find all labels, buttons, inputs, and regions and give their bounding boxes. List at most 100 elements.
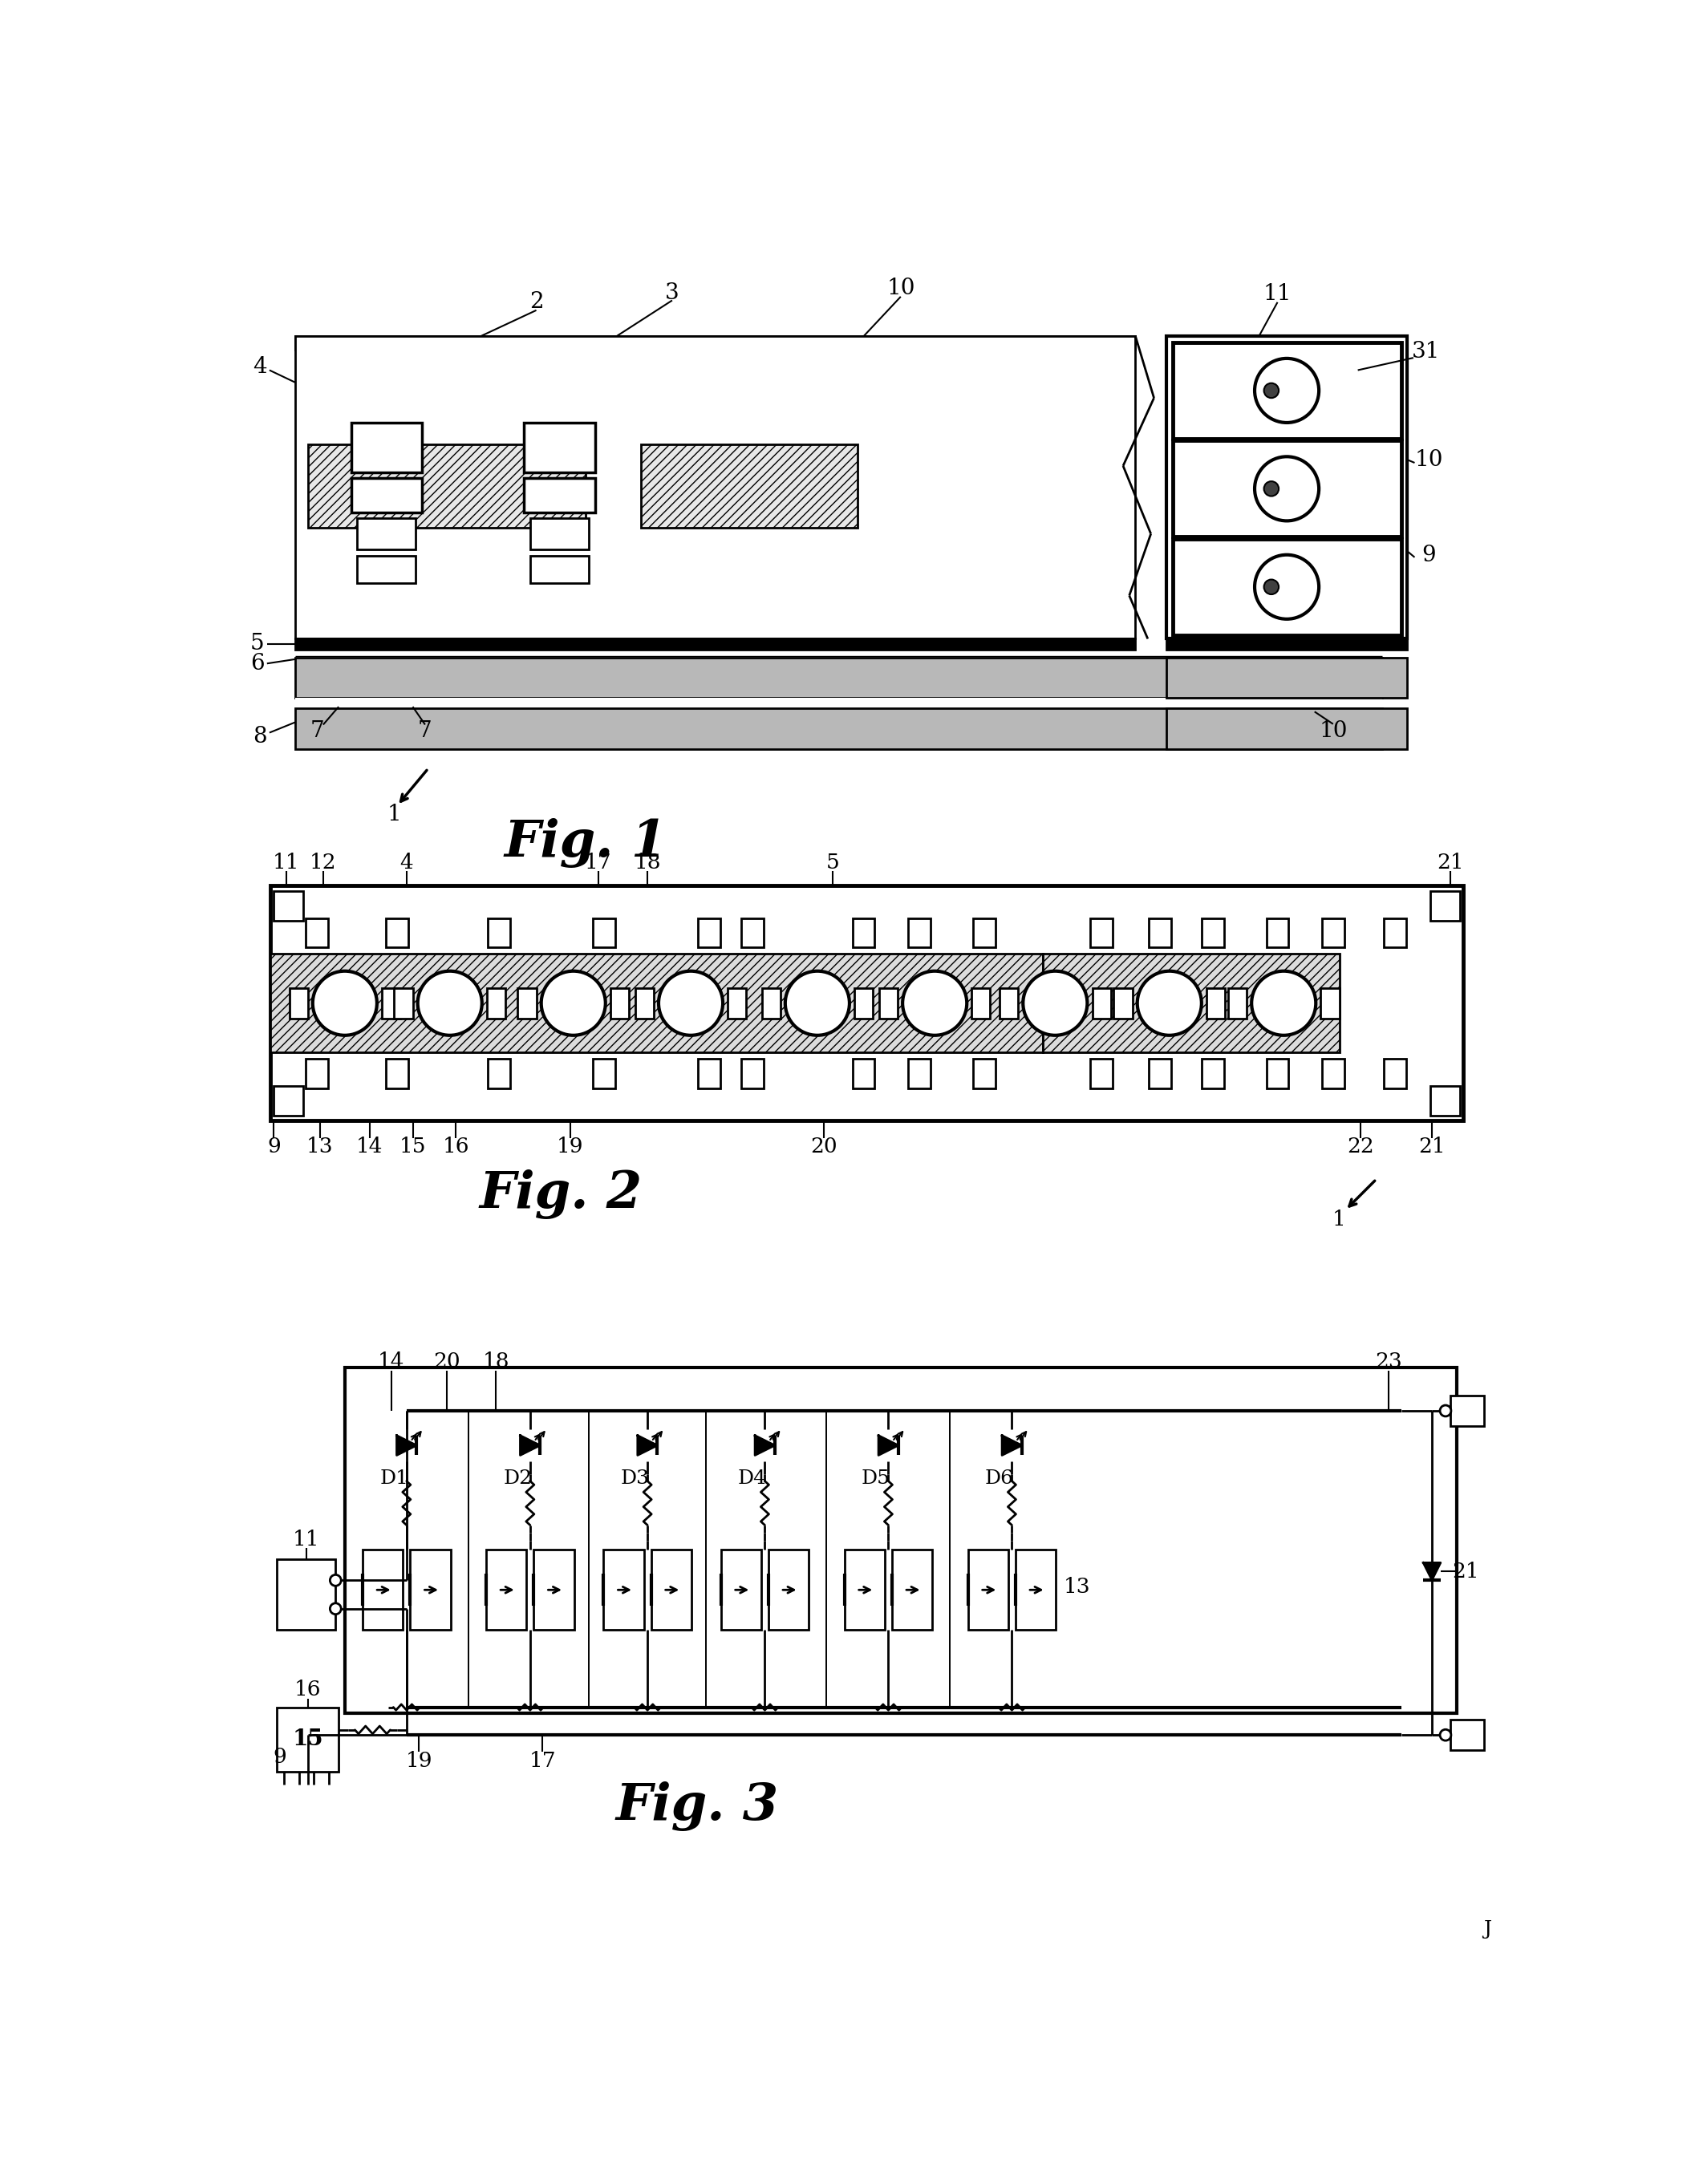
Bar (351, 478, 422, 513)
Text: 8: 8 (253, 725, 267, 747)
Text: 2: 2 (530, 290, 543, 312)
Bar (1451, 1396, 1485, 1426)
Bar (1149, 1059, 1171, 1088)
Bar (1172, 441, 1400, 537)
Bar (1091, 987, 1110, 1018)
Bar (295, 336, 1135, 349)
Text: 9: 9 (1422, 544, 1436, 566)
Bar (488, 917, 511, 948)
Circle shape (1255, 456, 1319, 520)
Bar (1166, 638, 1407, 651)
Text: 16: 16 (442, 1136, 469, 1158)
Text: 4: 4 (400, 852, 413, 871)
Text: D2: D2 (503, 1470, 531, 1487)
Bar (270, 954, 1043, 1053)
Text: 20: 20 (810, 1136, 837, 1158)
Text: D5: D5 (862, 1470, 891, 1487)
Bar (1206, 987, 1225, 1018)
Text: D4: D4 (737, 1470, 768, 1487)
Bar (386, 1059, 408, 1088)
Bar (634, 987, 653, 1018)
Bar (892, 1551, 933, 1629)
Bar (1172, 539, 1400, 636)
Polygon shape (638, 1435, 658, 1455)
Bar (530, 555, 589, 583)
Polygon shape (756, 1435, 774, 1455)
Bar (295, 657, 1383, 697)
Circle shape (784, 972, 850, 1035)
Bar (344, 1367, 1456, 1714)
Text: 16: 16 (294, 1679, 321, 1699)
Bar (1267, 1059, 1289, 1088)
Bar (351, 424, 422, 472)
Text: 11: 11 (1264, 284, 1292, 306)
Bar (525, 478, 596, 513)
Text: 6: 6 (250, 653, 265, 675)
Circle shape (312, 972, 376, 1035)
Bar (1383, 917, 1405, 948)
Bar (533, 1551, 574, 1629)
Text: 9: 9 (273, 1747, 287, 1767)
Bar (1000, 987, 1017, 1018)
Text: 12: 12 (310, 852, 337, 871)
Text: 1: 1 (1333, 1210, 1346, 1230)
Bar (288, 987, 307, 1018)
Text: 10: 10 (886, 277, 914, 299)
Polygon shape (396, 1435, 417, 1455)
Text: 19: 19 (405, 1752, 432, 1771)
Text: 14: 14 (356, 1136, 383, 1158)
Bar (358, 555, 415, 583)
Text: 14: 14 (378, 1352, 405, 1372)
Bar (295, 708, 1383, 749)
Bar (1172, 343, 1400, 439)
Text: D3: D3 (621, 1470, 649, 1487)
Bar (277, 1559, 336, 1629)
Bar (273, 891, 304, 919)
Bar (651, 1551, 692, 1629)
Text: Fig. 3: Fig. 3 (616, 1782, 778, 1830)
Bar (1323, 1059, 1345, 1088)
Polygon shape (879, 1435, 897, 1455)
Bar (488, 1059, 511, 1088)
Text: 13: 13 (307, 1136, 334, 1158)
Bar (410, 1551, 450, 1629)
Bar (1090, 1059, 1113, 1088)
Bar (1201, 1059, 1223, 1088)
Text: J: J (1483, 1920, 1491, 1939)
Circle shape (331, 1603, 341, 1614)
Polygon shape (520, 1435, 540, 1455)
Bar (1383, 1059, 1405, 1088)
Circle shape (1137, 972, 1201, 1035)
Bar (530, 518, 589, 548)
Circle shape (1441, 1730, 1451, 1741)
Bar (641, 443, 857, 529)
Circle shape (1255, 555, 1319, 618)
Polygon shape (1424, 1564, 1441, 1579)
Circle shape (658, 972, 722, 1035)
Bar (488, 987, 506, 1018)
Bar (1431, 1085, 1459, 1116)
Bar (363, 1551, 403, 1629)
Bar (295, 697, 1383, 708)
Bar (273, 1085, 304, 1116)
Bar (968, 1551, 1009, 1629)
Bar (1166, 336, 1407, 638)
Bar (358, 518, 415, 548)
Bar (295, 638, 1135, 651)
Text: 18: 18 (482, 1352, 509, 1372)
Bar (386, 917, 408, 948)
Bar (973, 1059, 995, 1088)
Text: 22: 22 (1348, 1136, 1375, 1158)
Text: 7: 7 (310, 721, 324, 743)
Text: 10: 10 (1415, 450, 1442, 470)
Bar (594, 1059, 616, 1088)
Text: 13: 13 (1063, 1577, 1090, 1597)
Bar (727, 987, 746, 1018)
Bar (611, 987, 629, 1018)
Bar (973, 917, 995, 948)
Text: 23: 23 (1375, 1352, 1402, 1372)
Text: 4: 4 (253, 356, 267, 378)
Bar (594, 917, 616, 948)
Circle shape (1252, 972, 1316, 1035)
Circle shape (1255, 358, 1319, 424)
